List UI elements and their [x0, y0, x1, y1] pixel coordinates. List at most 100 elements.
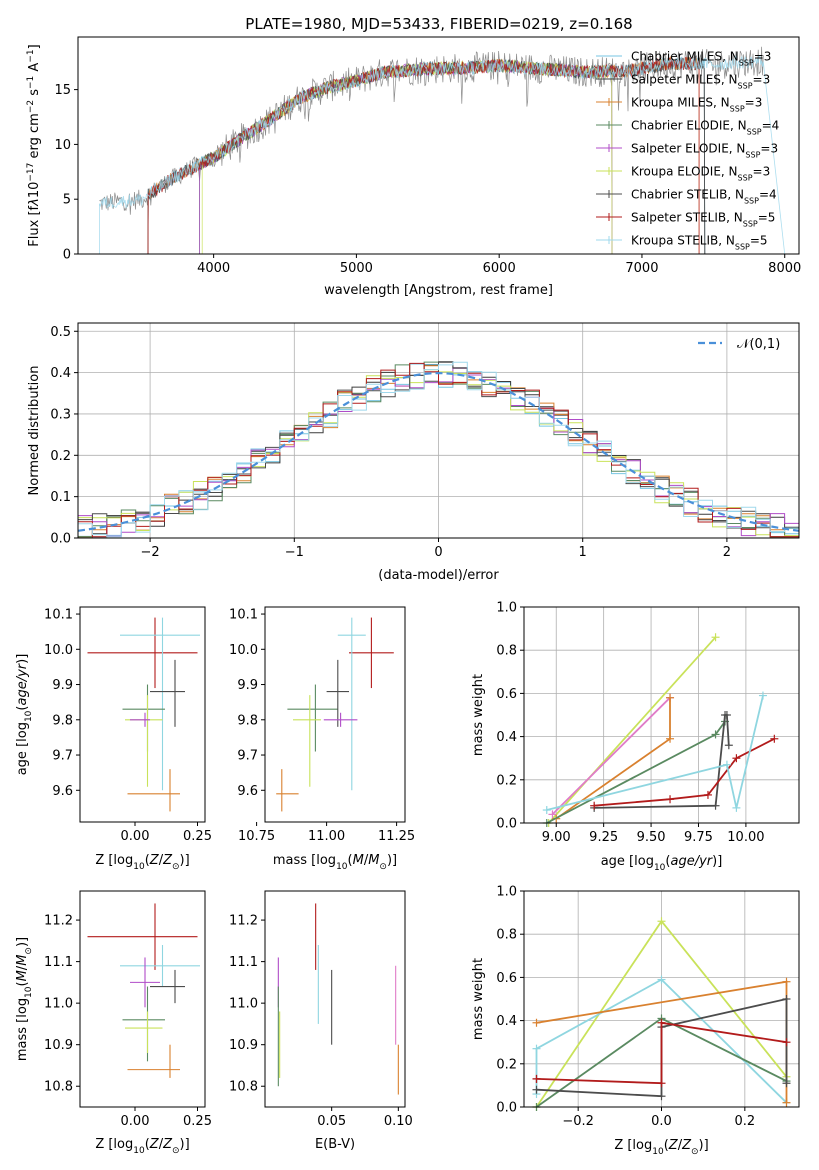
x-tick-label: 0.0 — [651, 1114, 672, 1129]
x-tick-label: 11.00 — [308, 829, 345, 844]
x-axis-label: age [log10(age/yr)] — [601, 854, 723, 873]
y-tick-label: 9.8 — [237, 713, 258, 728]
legend-label: Kroupa MILES, NSSP=3 — [631, 96, 762, 114]
x-tick-label: 1 — [579, 545, 587, 560]
x-tick-label: 4000 — [197, 261, 230, 276]
x-tick-label: 5000 — [340, 261, 373, 276]
x-tick-label: 9.00 — [542, 830, 571, 845]
x-tick-label: −0.2 — [562, 1114, 594, 1129]
model-spectrum-line — [147, 57, 706, 255]
y-tick-label: 10.1 — [44, 608, 73, 623]
x-tick-label: 9.75 — [684, 830, 713, 845]
model-spectrum-line — [147, 56, 706, 255]
y-tick-label: 1.0 — [496, 601, 517, 616]
y-tick-label: 9.7 — [237, 749, 258, 764]
weight-line — [551, 697, 671, 816]
x-tick-label: 0.10 — [384, 1114, 413, 1129]
y-axis-label: Normed distribution — [27, 366, 42, 496]
y-tick-label: 0.2 — [50, 449, 71, 464]
x-axis-label: E(B-V) — [315, 1137, 355, 1152]
y-tick-label: 0.4 — [496, 1014, 517, 1029]
x-tick-label: 10.75 — [238, 829, 275, 844]
figure-title: PLATE=1980, MJD=53433, FIBERID=0219, z=0… — [245, 15, 632, 33]
x-axis-label: (data-model)/error — [378, 568, 499, 583]
x-axis-label: Z [log10(Z/Z⊙)] — [95, 1137, 189, 1156]
x-tick-label: 8000 — [768, 261, 801, 276]
y-tick-label: 0.4 — [50, 366, 71, 381]
legend-label: Salpeter STELIB, NSSP=5 — [631, 211, 775, 229]
y-tick-label: 9.6 — [237, 784, 258, 799]
y-tick-label: 0.0 — [496, 1101, 517, 1116]
axes-frame — [79, 606, 206, 823]
y-tick-label: 11.0 — [44, 997, 73, 1012]
y-tick-label: 0.8 — [496, 928, 517, 943]
y-axis-label: mass weight — [471, 674, 486, 756]
x-tick-label: 11.25 — [378, 829, 415, 844]
x-tick-label: 9.25 — [589, 830, 618, 845]
legend-label: Kroupa ELODIE, NSSP=3 — [631, 165, 770, 183]
axes-frame — [79, 890, 206, 1108]
x-tick-label: 0.00 — [121, 1114, 150, 1129]
axes-frame — [264, 606, 406, 823]
y-tick-label: 0.1 — [50, 490, 71, 505]
x-tick-label: 0.25 — [183, 1114, 212, 1129]
y-tick-label: 10.1 — [229, 608, 258, 623]
x-tick-label: 7000 — [625, 261, 658, 276]
y-tick-label: 11.1 — [229, 955, 258, 970]
y-tick-label: 0.4 — [496, 730, 517, 745]
legend-label: Kroupa STELIB, NSSP=5 — [631, 234, 768, 252]
y-tick-label: 10.0 — [44, 643, 73, 658]
x-tick-label: 0.25 — [183, 829, 212, 844]
y-tick-label: 0 — [63, 248, 71, 263]
weight-vs-z-panel: −0.2 0.0 0.2 0.0 0.2 0.4 0.6 0.8 1.0 Z [log10(Z/Z… — [471, 885, 800, 1157]
y-axis-label: age [log10(age/yr)] — [15, 654, 34, 776]
weight-line — [546, 695, 764, 811]
y-tick-label: 10.8 — [229, 1080, 258, 1095]
y-axis-label: Flux [fλ10−17 erg cm−2 s−1 A−1] — [26, 44, 42, 246]
residual-histogram — [77, 361, 800, 538]
y-tick-label: 11.2 — [229, 914, 258, 929]
weight-line — [535, 978, 788, 1104]
y-tick-label: 10.9 — [44, 1038, 73, 1053]
y-tick-label: 0.2 — [496, 1057, 517, 1072]
y-tick-label: 9.9 — [237, 678, 258, 693]
legend-label: Chabrier ELODIE, NSSP=4 — [631, 119, 779, 137]
y-tick-label: 11.1 — [44, 955, 73, 970]
y-tick-label: 9.9 — [52, 678, 73, 693]
y-tick-label: 9.6 — [52, 784, 73, 799]
y-tick-label: 0.5 — [50, 325, 71, 340]
y-tick-label: 0.0 — [496, 817, 517, 832]
y-axis-label: mass [log10(M/M⊙)] — [15, 937, 34, 1061]
x-axis-label: wavelength [Angstrom, rest frame] — [324, 283, 553, 298]
x-tick-label: 2 — [723, 545, 731, 560]
weight-line — [548, 636, 717, 824]
y-tick-label: 1.0 — [496, 885, 517, 900]
x-tick-label: 9.50 — [637, 830, 666, 845]
x-tick-label: 6000 — [483, 261, 516, 276]
axes-frame — [523, 606, 800, 824]
y-tick-label: 0.2 — [496, 773, 517, 788]
spectrum-panel: 4000 5000 6000 7000 8000 0 5 10 15 wavelength [An… — [26, 36, 801, 298]
legend-label: 𝒩(0,1) — [737, 337, 780, 352]
legend-label: Chabrier MILES, NSSP=3 — [631, 50, 771, 68]
legend-label: Salpeter ELODIE, NSSP=3 — [631, 142, 778, 160]
y-tick-label: 11.2 — [44, 914, 73, 929]
y-tick-label: 0.6 — [496, 971, 517, 986]
model-spectrum-line — [199, 59, 613, 255]
x-axis-label: Z [log10(Z/Z⊙)] — [95, 853, 189, 872]
y-tick-label: 0.3 — [50, 407, 71, 422]
axes-frame — [264, 890, 406, 1108]
normal-curve — [77, 371, 800, 532]
y-tick-label: 0.0 — [50, 532, 71, 547]
y-tick-label: 15 — [54, 83, 71, 98]
y-tick-label: 10 — [54, 138, 71, 153]
mass-vs-ebv-panel: 0.05 0.10 10.8 10.9 11.0 11.1 11.2 E(B-V) — [229, 890, 413, 1152]
x-tick-label: −1 — [285, 545, 304, 560]
weight-vs-age-panel: 9.00 9.25 9.50 9.75 10.00 0.0 0.2 0.4 0.6 0.8 1.0 a… — [471, 601, 800, 873]
mass-vs-z-panel: 0.00 0.25 10.8 10.9 11.0 11.1 11.2 Z [log10(Z/Z… — [15, 890, 212, 1156]
y-tick-label: 10.9 — [229, 1038, 258, 1053]
x-axis-label: Z [log10(Z/Z⊙)] — [614, 1138, 708, 1157]
x-tick-label: 10.00 — [727, 830, 764, 845]
y-tick-label: 0.8 — [496, 644, 517, 659]
